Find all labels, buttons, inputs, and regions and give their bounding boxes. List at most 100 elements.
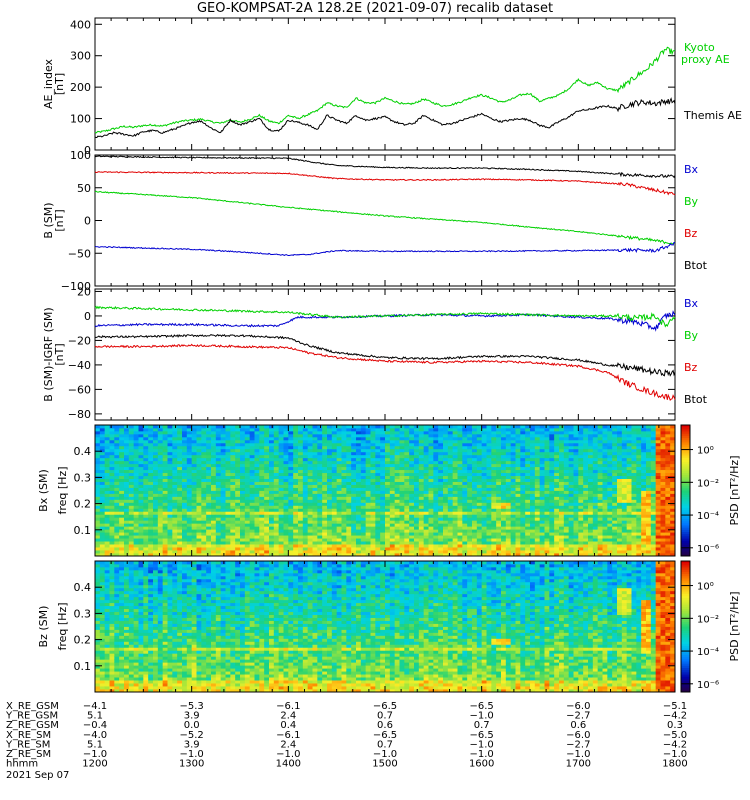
heatmap-cell [283,544,289,548]
heatmap-cell [317,448,323,453]
heatmap-cell [114,544,120,548]
heatmap-cell [249,553,255,557]
heatmap-cell [409,442,415,447]
heatmap-cell [312,433,318,438]
heatmap-cell [124,433,130,438]
heatmap-cell [447,538,454,542]
heatmap-cell [230,484,236,488]
heatmap-cell [375,541,381,545]
heatmap-cell [360,505,367,509]
heatmap-cell [588,520,594,524]
heatmap-cell [539,425,545,429]
heatmap-cell [496,523,502,527]
heatmap-cell [525,460,531,465]
heatmap-cell [418,535,425,539]
heatmap-cell [457,505,463,509]
heatmap-cell [302,517,309,521]
heatmap-cell [206,433,212,438]
heatmap-cell [196,442,202,447]
heatmap-cell [177,511,183,515]
heatmap-cell [462,532,468,536]
heatmap-cell [549,427,555,432]
heatmap-cell [491,508,497,512]
heatmap-cell [327,505,333,509]
heatmap-cell [346,508,352,512]
heatmap-cell [534,436,541,441]
heatmap-cell [389,487,396,491]
heatmap-cell [501,502,507,506]
heatmap-cell [404,475,410,479]
heatmap-cell [472,514,478,518]
heatmap-cell [375,472,381,477]
heatmap-cell [481,514,487,518]
heatmap-cell [597,445,603,450]
heatmap-cell [307,532,313,536]
heatmap-cell [264,460,270,465]
heatmap-cell [133,538,139,542]
heatmap-cell [510,493,516,497]
heatmap-cell [549,508,555,512]
heatmap-cell [462,544,468,548]
heatmap-cell [476,448,483,453]
heatmap-cell [211,511,217,515]
heatmap-cell [186,508,193,512]
heatmap-cell [370,553,376,557]
heatmap-cell [201,505,207,509]
heatmap-cell [438,475,444,479]
heatmap-cell [186,529,193,533]
heatmap-cell [302,478,309,482]
heatmap-cell [201,535,207,539]
heatmap-cell [360,502,367,506]
heatmap-cell [230,475,236,479]
heatmap-cell [167,487,173,491]
heatmap-cell [399,517,405,521]
heatmap-cell [191,454,197,459]
heatmap-cell [167,529,173,533]
heatmap-cell [259,475,265,479]
heatmap-cell [525,490,531,494]
heatmap-cell [211,526,217,530]
heatmap-cell [457,427,463,432]
heatmap-cell [404,523,410,527]
heatmap-cell [467,436,473,441]
heatmap-cell [423,490,429,494]
heatmap-cell [288,463,294,468]
heatmap-cell [157,526,164,530]
heatmap-cell [559,499,565,503]
heatmap-cell [602,547,608,551]
heatmap-cell [182,505,188,509]
heatmap-cell [592,436,599,441]
heatmap-cell [302,451,309,456]
heatmap-cell [433,430,439,435]
heatmap-cell [220,439,226,444]
heatmap-cell [520,553,526,557]
heatmap-cell [186,523,193,527]
heatmap-cell [438,448,444,453]
heatmap-cell [341,520,347,524]
heatmap-cell [385,496,391,500]
heatmap-cell [409,425,415,429]
heatmap-cell [351,442,357,447]
heatmap-cell [467,469,473,474]
heatmap-cell [264,490,270,494]
heatmap-cell [201,544,207,548]
heatmap-cell [544,448,550,453]
heatmap-cell [186,460,193,465]
heatmap-cell [559,514,565,518]
heatmap-cell [273,427,280,432]
heatmap-cell [447,490,454,494]
heatmap-cell [457,541,463,545]
heatmap-cell [370,475,376,479]
heatmap-cell [119,425,125,429]
heatmap-cell [220,466,226,471]
heatmap-cell [225,529,231,533]
b-series-bx [94,242,675,257]
heatmap-cell [433,550,439,554]
heatmap-cell [99,475,106,479]
heatmap-cell [273,529,280,533]
heatmap-cell [438,436,444,441]
heatmap-cell [225,445,231,450]
heatmap-cell [588,499,594,503]
heatmap-cell [505,448,512,453]
heatmap-cell [196,538,202,542]
